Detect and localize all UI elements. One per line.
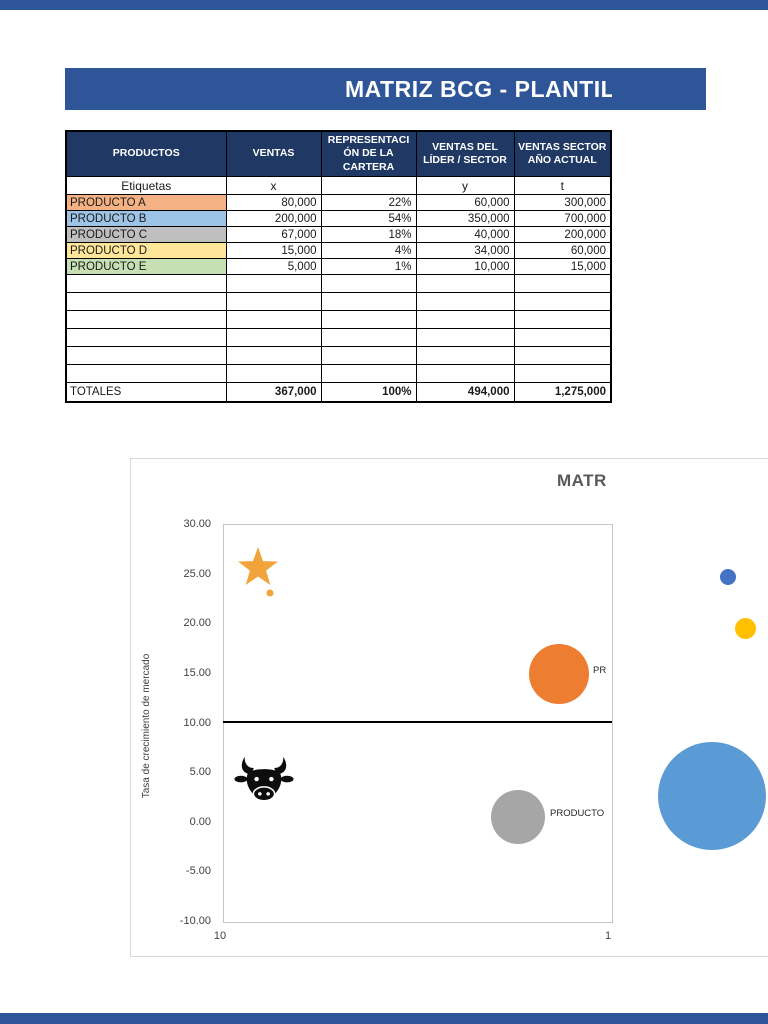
y-tick: 15.00 bbox=[183, 667, 211, 679]
cow-icon bbox=[234, 756, 294, 804]
y-tick: 0.00 bbox=[189, 816, 211, 828]
subheader-y: y bbox=[415, 176, 515, 195]
representacion-cell: 54% bbox=[320, 210, 417, 227]
ventas-sector-cell: 700,000 bbox=[513, 210, 612, 227]
empty-table-row bbox=[65, 292, 612, 311]
product-name-cell: PRODUCTO D bbox=[65, 242, 227, 259]
ventas-cell: 80,000 bbox=[225, 194, 322, 211]
bubble-label-orange: PR bbox=[593, 665, 607, 676]
y-axis-label: Tasa de crecimiento de mercado bbox=[141, 653, 152, 799]
ventas-lider-cell: 60,000 bbox=[415, 194, 515, 211]
table-row-producto-d: PRODUCTO D 15,000 4% 34,000 60,000 bbox=[65, 242, 612, 259]
y-tick: 10.00 bbox=[183, 717, 211, 729]
subheader-empty bbox=[320, 176, 417, 195]
ventas-cell: 15,000 bbox=[225, 242, 322, 259]
col-header-ventas-lider: VENTAS DEL LÍDER / SECTOR bbox=[415, 130, 515, 177]
subheader-row: Etiquetas x y t bbox=[65, 176, 612, 195]
totals-representacion: 100% bbox=[320, 382, 417, 403]
title-banner: MATRIZ BCG - PLANTILLA bbox=[65, 68, 706, 110]
bottom-blue-bar bbox=[0, 1013, 768, 1024]
ventas-lider-cell: 40,000 bbox=[415, 226, 515, 243]
col-header-ventas: VENTAS bbox=[225, 130, 322, 177]
empty-table-row bbox=[65, 364, 612, 383]
divider-line bbox=[223, 721, 612, 723]
star-icon bbox=[232, 546, 284, 598]
product-name-cell: PRODUCTO A bbox=[65, 194, 227, 211]
chart-title: MATR bbox=[557, 471, 607, 490]
page-title: MATRIZ BCG - PLANTILLA bbox=[345, 76, 612, 102]
bubble-product-yellow bbox=[735, 618, 756, 639]
table-row-producto-b: PRODUCTO B 200,000 54% 350,000 700,000 bbox=[65, 210, 612, 227]
y-tick: 25.00 bbox=[183, 568, 211, 580]
bcg-chart: MATR Tasa de crecimiento de mercado 30.0… bbox=[130, 458, 768, 957]
representacion-cell: 1% bbox=[320, 258, 417, 275]
empty-table-row bbox=[65, 310, 612, 329]
title-clip: MATRIZ BCG - PLANTILLA bbox=[345, 68, 612, 110]
x-tick-1: 1 bbox=[604, 930, 612, 942]
header-row: PRODUCTOS VENTAS REPRESENTACIÓN DE LA CA… bbox=[65, 130, 612, 177]
totals-label: TOTALES bbox=[65, 382, 227, 403]
bcg-data-table: PRODUCTOS VENTAS REPRESENTACIÓN DE LA CA… bbox=[65, 130, 612, 403]
ventas-lider-cell: 350,000 bbox=[415, 210, 515, 227]
y-tick: 5.00 bbox=[189, 766, 211, 778]
product-name-cell: PRODUCTO B bbox=[65, 210, 227, 227]
col-header-productos: PRODUCTOS bbox=[65, 130, 227, 177]
top-blue-bar bbox=[0, 0, 768, 10]
subheader-x: x bbox=[225, 176, 322, 195]
table-row-producto-c: PRODUCTO C 67,000 18% 40,000 200,000 bbox=[65, 226, 612, 243]
bubble-product-orange bbox=[529, 644, 589, 704]
ventas-cell: 5,000 bbox=[225, 258, 322, 275]
ventas-cell: 67,000 bbox=[225, 226, 322, 243]
totals-ventas-sector: 1,275,000 bbox=[513, 382, 612, 403]
x-tick-10: 10 bbox=[213, 930, 227, 942]
bubble-product-blue-small bbox=[720, 569, 736, 585]
col-header-representacion: REPRESENTACIÓN DE LA CARTERA bbox=[320, 130, 417, 177]
totals-ventas: 367,000 bbox=[225, 382, 322, 403]
y-tick: 20.00 bbox=[183, 617, 211, 629]
ventas-sector-cell: 15,000 bbox=[513, 258, 612, 275]
product-name-cell: PRODUCTO E bbox=[65, 258, 227, 275]
product-name-cell: PRODUCTO C bbox=[65, 226, 227, 243]
y-tick: 30.00 bbox=[183, 518, 211, 530]
y-tick: -5.00 bbox=[185, 865, 211, 877]
subheader-t: t bbox=[513, 176, 612, 195]
representacion-cell: 18% bbox=[320, 226, 417, 243]
ventas-lider-cell: 34,000 bbox=[415, 242, 515, 259]
bubble-label-gray: PRODUCTO bbox=[550, 808, 605, 819]
bubble-product-gray bbox=[491, 790, 545, 844]
empty-table-row bbox=[65, 346, 612, 365]
bubble-product-blue-large bbox=[658, 742, 766, 850]
table-row-producto-e: PRODUCTO E 5,000 1% 10,000 15,000 bbox=[65, 258, 612, 275]
ventas-sector-cell: 200,000 bbox=[513, 226, 612, 243]
col-header-ventas-sector: VENTAS SECTOR AÑO ACTUAL bbox=[513, 130, 612, 177]
ventas-lider-cell: 10,000 bbox=[415, 258, 515, 275]
representacion-cell: 4% bbox=[320, 242, 417, 259]
empty-table-row bbox=[65, 328, 612, 347]
ventas-sector-cell: 60,000 bbox=[513, 242, 612, 259]
table-row-producto-a: PRODUCTO A 80,000 22% 60,000 300,000 bbox=[65, 194, 612, 211]
representacion-cell: 22% bbox=[320, 194, 417, 211]
ventas-cell: 200,000 bbox=[225, 210, 322, 227]
ventas-sector-cell: 300,000 bbox=[513, 194, 612, 211]
plot-area bbox=[223, 524, 613, 923]
subheader-etiquetas: Etiquetas bbox=[65, 176, 227, 195]
totals-row: TOTALES 367,000 100% 494,000 1,275,000 bbox=[65, 382, 612, 403]
totals-ventas-lider: 494,000 bbox=[415, 382, 515, 403]
empty-table-row bbox=[65, 274, 612, 293]
y-tick: -10.00 bbox=[179, 915, 211, 927]
